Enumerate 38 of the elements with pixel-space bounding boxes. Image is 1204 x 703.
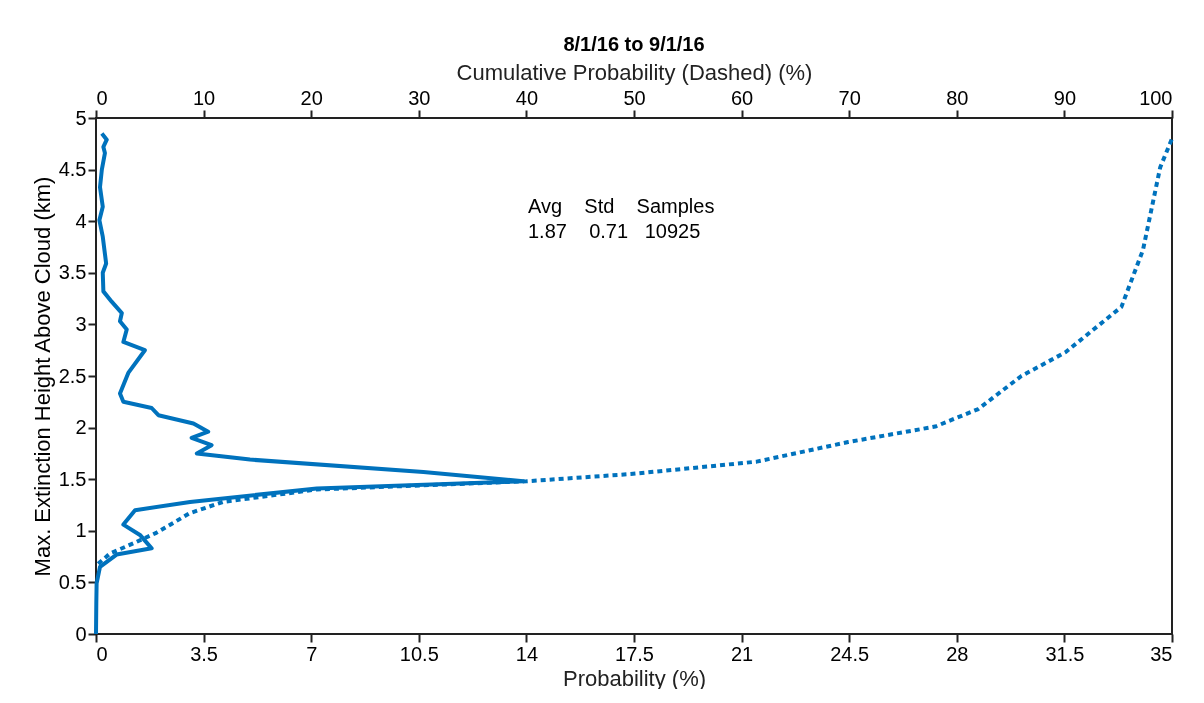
y-axis-title: Max. Extinction Height Above Cloud (km) xyxy=(29,176,55,577)
y-tick-label: 1 xyxy=(75,519,87,542)
x2-tick-label: 50 xyxy=(623,86,646,109)
x-tick-label: 14 xyxy=(515,642,539,665)
x2-tick-label: 20 xyxy=(300,86,323,109)
x-tick-label: 3.5 xyxy=(190,642,219,665)
y-tick-label: 2 xyxy=(75,416,87,439)
chart-title: 8/1/16 to 9/1/16 xyxy=(563,33,705,55)
x2-tick-label: 60 xyxy=(730,86,754,109)
x2-tick-label: 40 xyxy=(515,86,539,109)
x-tick-label: 0 xyxy=(96,642,108,665)
annotation: Avg Std Samples xyxy=(528,195,715,217)
annotation: 1.87 0.71 10925 xyxy=(528,220,701,242)
x2-tick-label: 80 xyxy=(946,86,969,109)
y-tick-label: 0 xyxy=(75,622,87,645)
x-tick-label: 31.5 xyxy=(1045,642,1085,665)
x2-tick-label: 30 xyxy=(408,86,431,109)
x2-tick-label: 100 xyxy=(1139,86,1173,109)
y-tick-label: 5 xyxy=(75,106,87,129)
y-tick-label: 3.5 xyxy=(58,261,87,284)
x2-tick-label: 70 xyxy=(838,86,861,109)
x2-tick-label: 90 xyxy=(1053,86,1077,109)
x-tick-label: 28 xyxy=(946,642,969,665)
x2-tick-label: 10 xyxy=(192,86,216,109)
x-tick-label: 10.5 xyxy=(399,642,439,665)
x-tick-label: 17.5 xyxy=(615,642,654,665)
x-tick-label: 24.5 xyxy=(830,642,870,665)
y-tick-label: 0.5 xyxy=(58,570,87,593)
y-tick-label: 4.5 xyxy=(58,158,87,181)
y-tick-label: 1.5 xyxy=(58,467,87,490)
y-tick-label: 3 xyxy=(75,312,87,335)
x-tick-label: 35 xyxy=(1150,642,1173,665)
y-tick-label: 4 xyxy=(75,209,87,232)
x2-tick-label: 0 xyxy=(96,86,108,109)
x-tick-label: 21 xyxy=(730,642,754,665)
x2-axis-title: Cumulative Probability (Dashed) (%) xyxy=(456,59,813,85)
y-tick-label: 2.5 xyxy=(58,364,87,387)
x-tick-label: 7 xyxy=(306,642,318,665)
